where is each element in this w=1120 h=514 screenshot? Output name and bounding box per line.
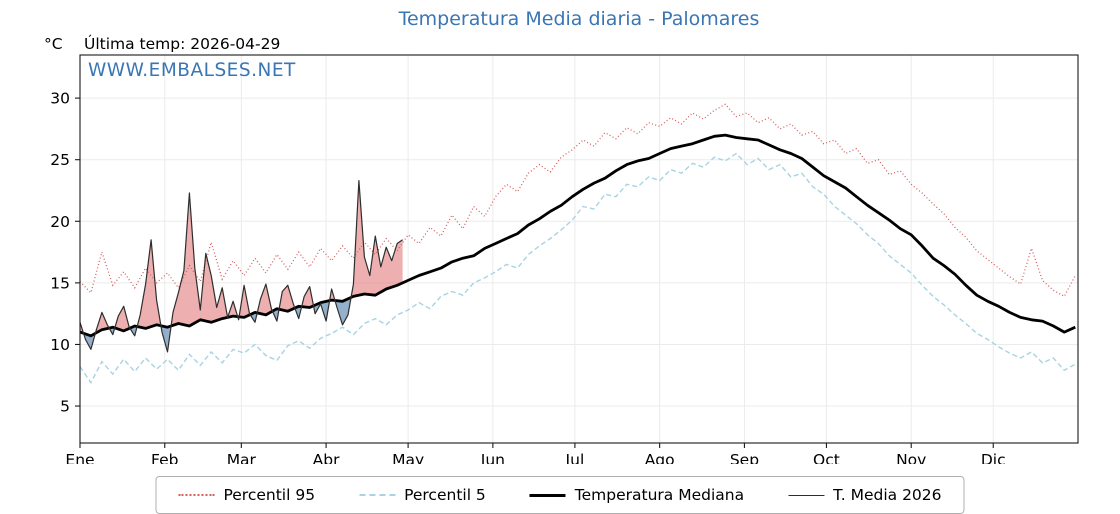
y-tick-label: 20 (50, 213, 70, 231)
x-tick-label: Jul (565, 451, 585, 464)
t-media-2026-line (79, 180, 403, 353)
y-tick-label: 15 (50, 274, 70, 292)
x-tick-label: May (392, 451, 424, 464)
mediana-line (79, 133, 1076, 338)
x-tick-label: Sep (730, 451, 759, 464)
y-tick-label: 5 (60, 398, 70, 416)
chart-title: Temperatura Media diaria - Palomares (398, 8, 760, 30)
legend-label: Percentil 5 (404, 486, 486, 504)
x-tick-label: Ago (645, 451, 675, 464)
x-tick-label: Abr (313, 451, 340, 464)
percentil-5-line (79, 152, 1076, 384)
y-tick-label: 25 (50, 151, 70, 169)
x-tick-label: Nov (896, 451, 926, 464)
legend-item: Temperatura Mediana (529, 486, 745, 504)
legend-line-sample (178, 494, 215, 496)
x-tick-label: Jun (480, 451, 505, 464)
percentil-95-line (79, 103, 1076, 298)
legend-label: Temperatura Mediana (574, 486, 745, 504)
x-tick-label: Feb (151, 451, 178, 464)
x-tick-label: Dic (981, 451, 1006, 464)
x-tick-label: Ene (65, 451, 94, 464)
y-tick-label: 10 (50, 336, 70, 354)
legend-item: Percentil 5 (359, 486, 486, 504)
legend-line-sample (359, 494, 396, 496)
legend-label: T. Media 2026 (833, 486, 942, 504)
legend-line-sample (788, 494, 825, 496)
legend-line-sample (529, 493, 566, 497)
last-temp-label: Última temp: 2026-04-29 (84, 35, 281, 53)
legend-item: T. Media 2026 (788, 486, 942, 504)
legend-label: Percentil 95 (223, 486, 316, 504)
x-tick-label: Oct (813, 451, 840, 464)
y-tick-label: 30 (50, 90, 70, 108)
plot-svg: 5 10 15 20 25 30 Ene Feb Mar Abr May Jun Jul Ago Sep Oc… (50, 54, 1079, 464)
plot-frame (79, 54, 1079, 444)
x-tick-label: Mar (227, 451, 257, 464)
legend-item: Percentil 95 (178, 486, 315, 504)
y-axis-unit-label: °C (44, 35, 63, 53)
legend: Percentil 95 Percentil 5 Temperatura Media… (155, 476, 965, 514)
